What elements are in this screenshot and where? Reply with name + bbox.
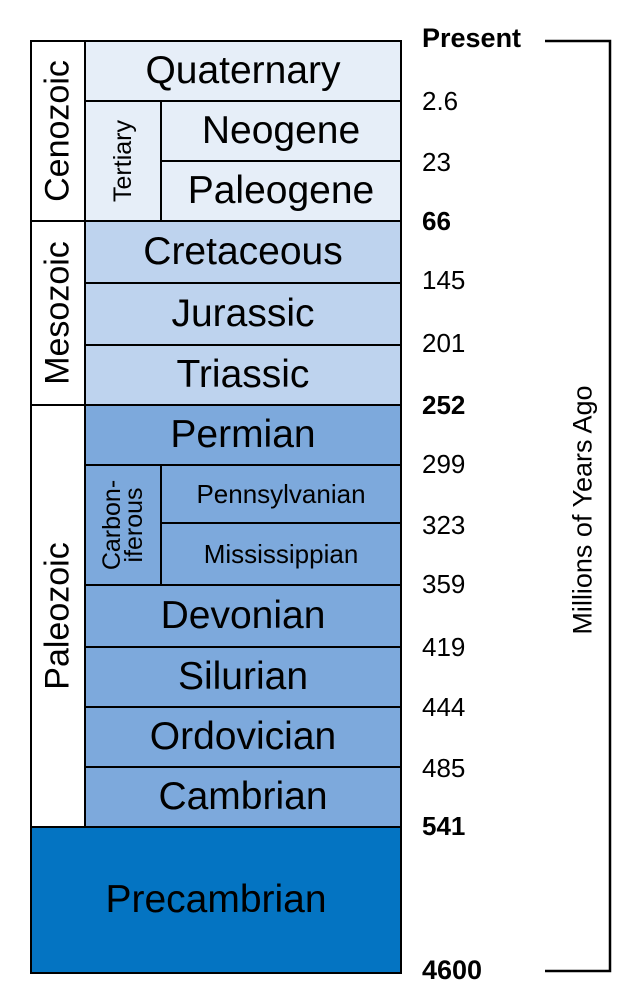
age-485: 485	[422, 753, 466, 783]
era-mesozoic: Mesozoic	[30, 220, 86, 406]
period-quaternary: Quaternary	[84, 40, 402, 102]
period-silurian-label: Silurian	[177, 655, 309, 698]
axis-label: Millions of Years Ago	[567, 385, 598, 635]
age-252: 252	[422, 390, 466, 420]
age-299: 299	[422, 449, 466, 479]
period-ordovician-label: Ordovician	[149, 715, 337, 758]
period-devonian-label: Devonian	[160, 594, 326, 637]
period-cretaceous: Cretaceous	[84, 220, 402, 284]
age-201: 201	[422, 328, 466, 358]
age-23: 23	[422, 147, 451, 177]
period-precambrian-label: Precambrian	[105, 878, 327, 921]
era-cenozoic: Cenozoic	[30, 40, 86, 222]
period-precambrian: Precambrian	[30, 826, 402, 974]
period-cambrian-label: Cambrian	[158, 775, 328, 818]
bracket-line	[545, 39, 612, 973]
period-triassic: Triassic	[84, 344, 402, 406]
period-ordovician: Ordovician	[84, 706, 402, 768]
age-4600: 4600	[422, 955, 483, 985]
age-359: 359	[422, 569, 466, 599]
period-silurian: Silurian	[84, 646, 402, 708]
period-permian: Permian	[84, 404, 402, 466]
period-neogene: Neogene	[160, 100, 402, 162]
age-541: 541	[422, 811, 466, 841]
age-444: 444	[422, 692, 466, 722]
period-paleogene-label: Paleogene	[187, 169, 375, 212]
period-triassic-label: Triassic	[176, 353, 310, 396]
period-jurassic-label: Jurassic	[171, 292, 315, 335]
age-145: 145	[422, 265, 466, 295]
age-419: 419	[422, 632, 466, 662]
period-permian-label: Permian	[170, 413, 316, 456]
age-323: 323	[422, 510, 466, 540]
period-mississippian-label: Mississippian	[203, 538, 359, 569]
period-devonian: Devonian	[84, 584, 402, 648]
age-present: Present	[422, 23, 522, 53]
period-cretaceous-label: Cretaceous	[143, 230, 343, 273]
period-neogene-label: Neogene	[201, 109, 361, 152]
age-66: 66	[422, 206, 451, 236]
period-quaternary-label: Quaternary	[145, 49, 341, 92]
age-2-6: 2.6	[422, 86, 459, 116]
period-paleogene: Paleogene	[160, 160, 402, 222]
period-pennsylvanian-label: Pennsylvanian	[196, 478, 366, 509]
